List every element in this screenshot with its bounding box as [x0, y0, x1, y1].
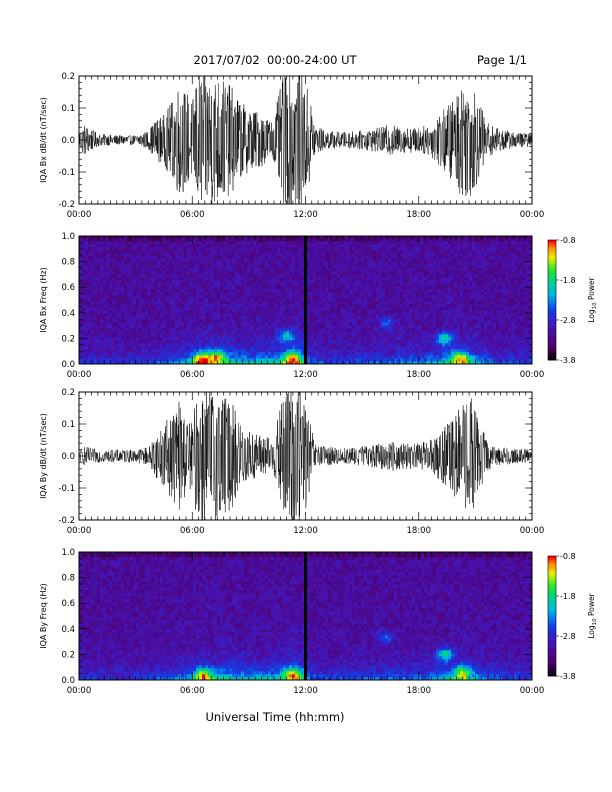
by-spectrogram-panel: 00:00 06:00 12:00 18:00 00:00 1.0 0.8 0.6 0.4 0.2… — [39, 548, 544, 696]
bx-spectrogram-plot-area — [79, 236, 532, 364]
by-waveform-ytick-label: 0.2 — [61, 388, 75, 398]
bx-waveform-xtick-label: 12:00 — [293, 210, 318, 220]
chart-title: 2017/07/02 00:00-24:00 UT — [193, 53, 357, 67]
by-spectrogram-ytick-label: 0.4 — [61, 625, 75, 635]
by-waveform-xtick-label: 18:00 — [407, 526, 432, 536]
bx-waveform-ytick-label: -0.1 — [58, 168, 75, 178]
by-waveform-ytick-label: -0.1 — [58, 484, 75, 494]
by-spectrogram-ytick-label: 0.6 — [61, 599, 75, 609]
bx-spectrogram-xtick-label: 00:00 — [520, 370, 545, 380]
by-waveform-ytick-label: 0.1 — [61, 420, 75, 430]
by-spectrogram-plot-area — [79, 552, 532, 680]
bx-waveform-ytick-label: -0.2 — [58, 200, 75, 210]
by-waveform-xtick-label: 00:00 — [67, 526, 92, 536]
bx-spectrogram-xtick-label: 00:00 — [67, 370, 92, 380]
x-axis-label: Universal Time (hh:mm) — [205, 710, 344, 724]
by-spectrogram-xtick-label: 06:00 — [180, 686, 205, 696]
bx-spectrogram-xtick-label: 12:00 — [293, 370, 318, 380]
bx-spectrogram-xtick-label: 06:00 — [180, 370, 205, 380]
bx-spectrogram-panel: 00:00 06:00 12:00 18:00 00:00 1.0 0.8 0.6 0.4 0.2… — [39, 232, 544, 380]
colorbar-tick-label: -0.8 — [560, 236, 576, 245]
bx-spectrogram-colorbar: -0.8 -1.8 -2.8 -3.8 Log10 Power — [547, 236, 598, 365]
colorbar-label: Log10 Power — [587, 592, 598, 638]
bx-waveform-ytick-label: 0.0 — [61, 136, 75, 146]
bx-spectrogram-ylabel: IQA Bx Freq (Hz) — [39, 267, 48, 333]
by-waveform-panel: 00:00 06:00 12:00 18:00 00:00 0.2 0.1 0.0 -0.1 -0… — [39, 388, 544, 536]
colorbar-tick-label: -3.8 — [560, 672, 576, 681]
bx-waveform-xtick-label: 06:00 — [180, 210, 205, 220]
bx-waveform-plot-area — [79, 76, 532, 204]
bx-waveform-trace — [79, 76, 532, 204]
bx-waveform-xtick-label: 00:00 — [67, 210, 92, 220]
bx-waveform-panel: 00:00 06:00 12:00 18:00 00:00 0.2 0.1 0.0 -0.1 -0… — [39, 72, 545, 220]
colorbar-label: Log10 Power — [587, 276, 598, 322]
bx-waveform-ylabel: IQA Bx dB/dt (nT/sec) — [39, 97, 48, 183]
by-spectrogram-xtick-label: 00:00 — [520, 686, 545, 696]
colorbar-tick-label: -2.8 — [560, 316, 576, 325]
bx-spectrogram-ytick-label: 0.6 — [61, 283, 75, 293]
by-spectrogram-xtick-label: 12:00 — [293, 686, 318, 696]
by-waveform-xtick-label: 12:00 — [293, 526, 318, 536]
colorbar-tick-label: -2.8 — [560, 632, 576, 641]
by-spectrogram-ytick-label: 0.8 — [61, 574, 75, 584]
panels: 00:00 06:00 12:00 18:00 00:00 0.2 0.1 0.0 -0.1 -0… — [39, 72, 545, 696]
bx-waveform-xtick-label: 00:00 — [520, 210, 545, 220]
by-waveform-ytick-label: -0.2 — [58, 516, 75, 526]
by-waveform-xtick-label: 06:00 — [180, 526, 205, 536]
by-waveform-trace — [79, 392, 532, 520]
by-waveform-ylabel: IQA By dB/dt (nT/sec) — [39, 413, 48, 499]
by-waveform-xtick-label: 00:00 — [520, 526, 545, 536]
by-waveform-ytick-label: 0.0 — [61, 452, 75, 462]
bx-spectrogram-ytick-label: 0.8 — [61, 258, 75, 268]
by-spectrogram-ylabel: IQA By Freq (Hz) — [39, 583, 48, 649]
colorbar-tick-label: -0.8 — [560, 552, 576, 561]
bx-spectrogram-ytick-label: 0.0 — [61, 360, 75, 370]
by-spectrogram-ytick-label: 1.0 — [61, 548, 75, 558]
by-spectrogram-xtick-label: 00:00 — [67, 686, 92, 696]
by-waveform-plot-area — [79, 392, 532, 520]
by-spectrogram-xtick-label: 18:00 — [407, 686, 432, 696]
colorbar-tick-label: -1.8 — [560, 276, 576, 285]
bx-waveform-ytick-label: 0.2 — [61, 72, 75, 82]
colorbar-tick-label: -1.8 — [560, 592, 576, 601]
bx-spectrogram-ytick-label: 0.4 — [61, 309, 75, 319]
bx-spectrogram-xtick-label: 18:00 — [407, 370, 432, 380]
bx-waveform-xtick-label: 18:00 — [407, 210, 432, 220]
by-spectrogram-colorbar: -0.8 -1.8 -2.8 -3.8 Log10 Power — [547, 552, 598, 681]
colorbar-tick-label: -3.8 — [560, 356, 576, 365]
by-spectrogram-ytick-label: 0.2 — [61, 650, 75, 660]
bx-spectrogram-ytick-label: 0.2 — [61, 334, 75, 344]
by-spectrogram-ytick-label: 0.0 — [61, 676, 75, 686]
bx-waveform-ytick-label: 0.1 — [61, 104, 75, 114]
bx-spectrogram-ytick-label: 1.0 — [61, 232, 75, 242]
page-number: Page 1/1 — [477, 53, 527, 67]
